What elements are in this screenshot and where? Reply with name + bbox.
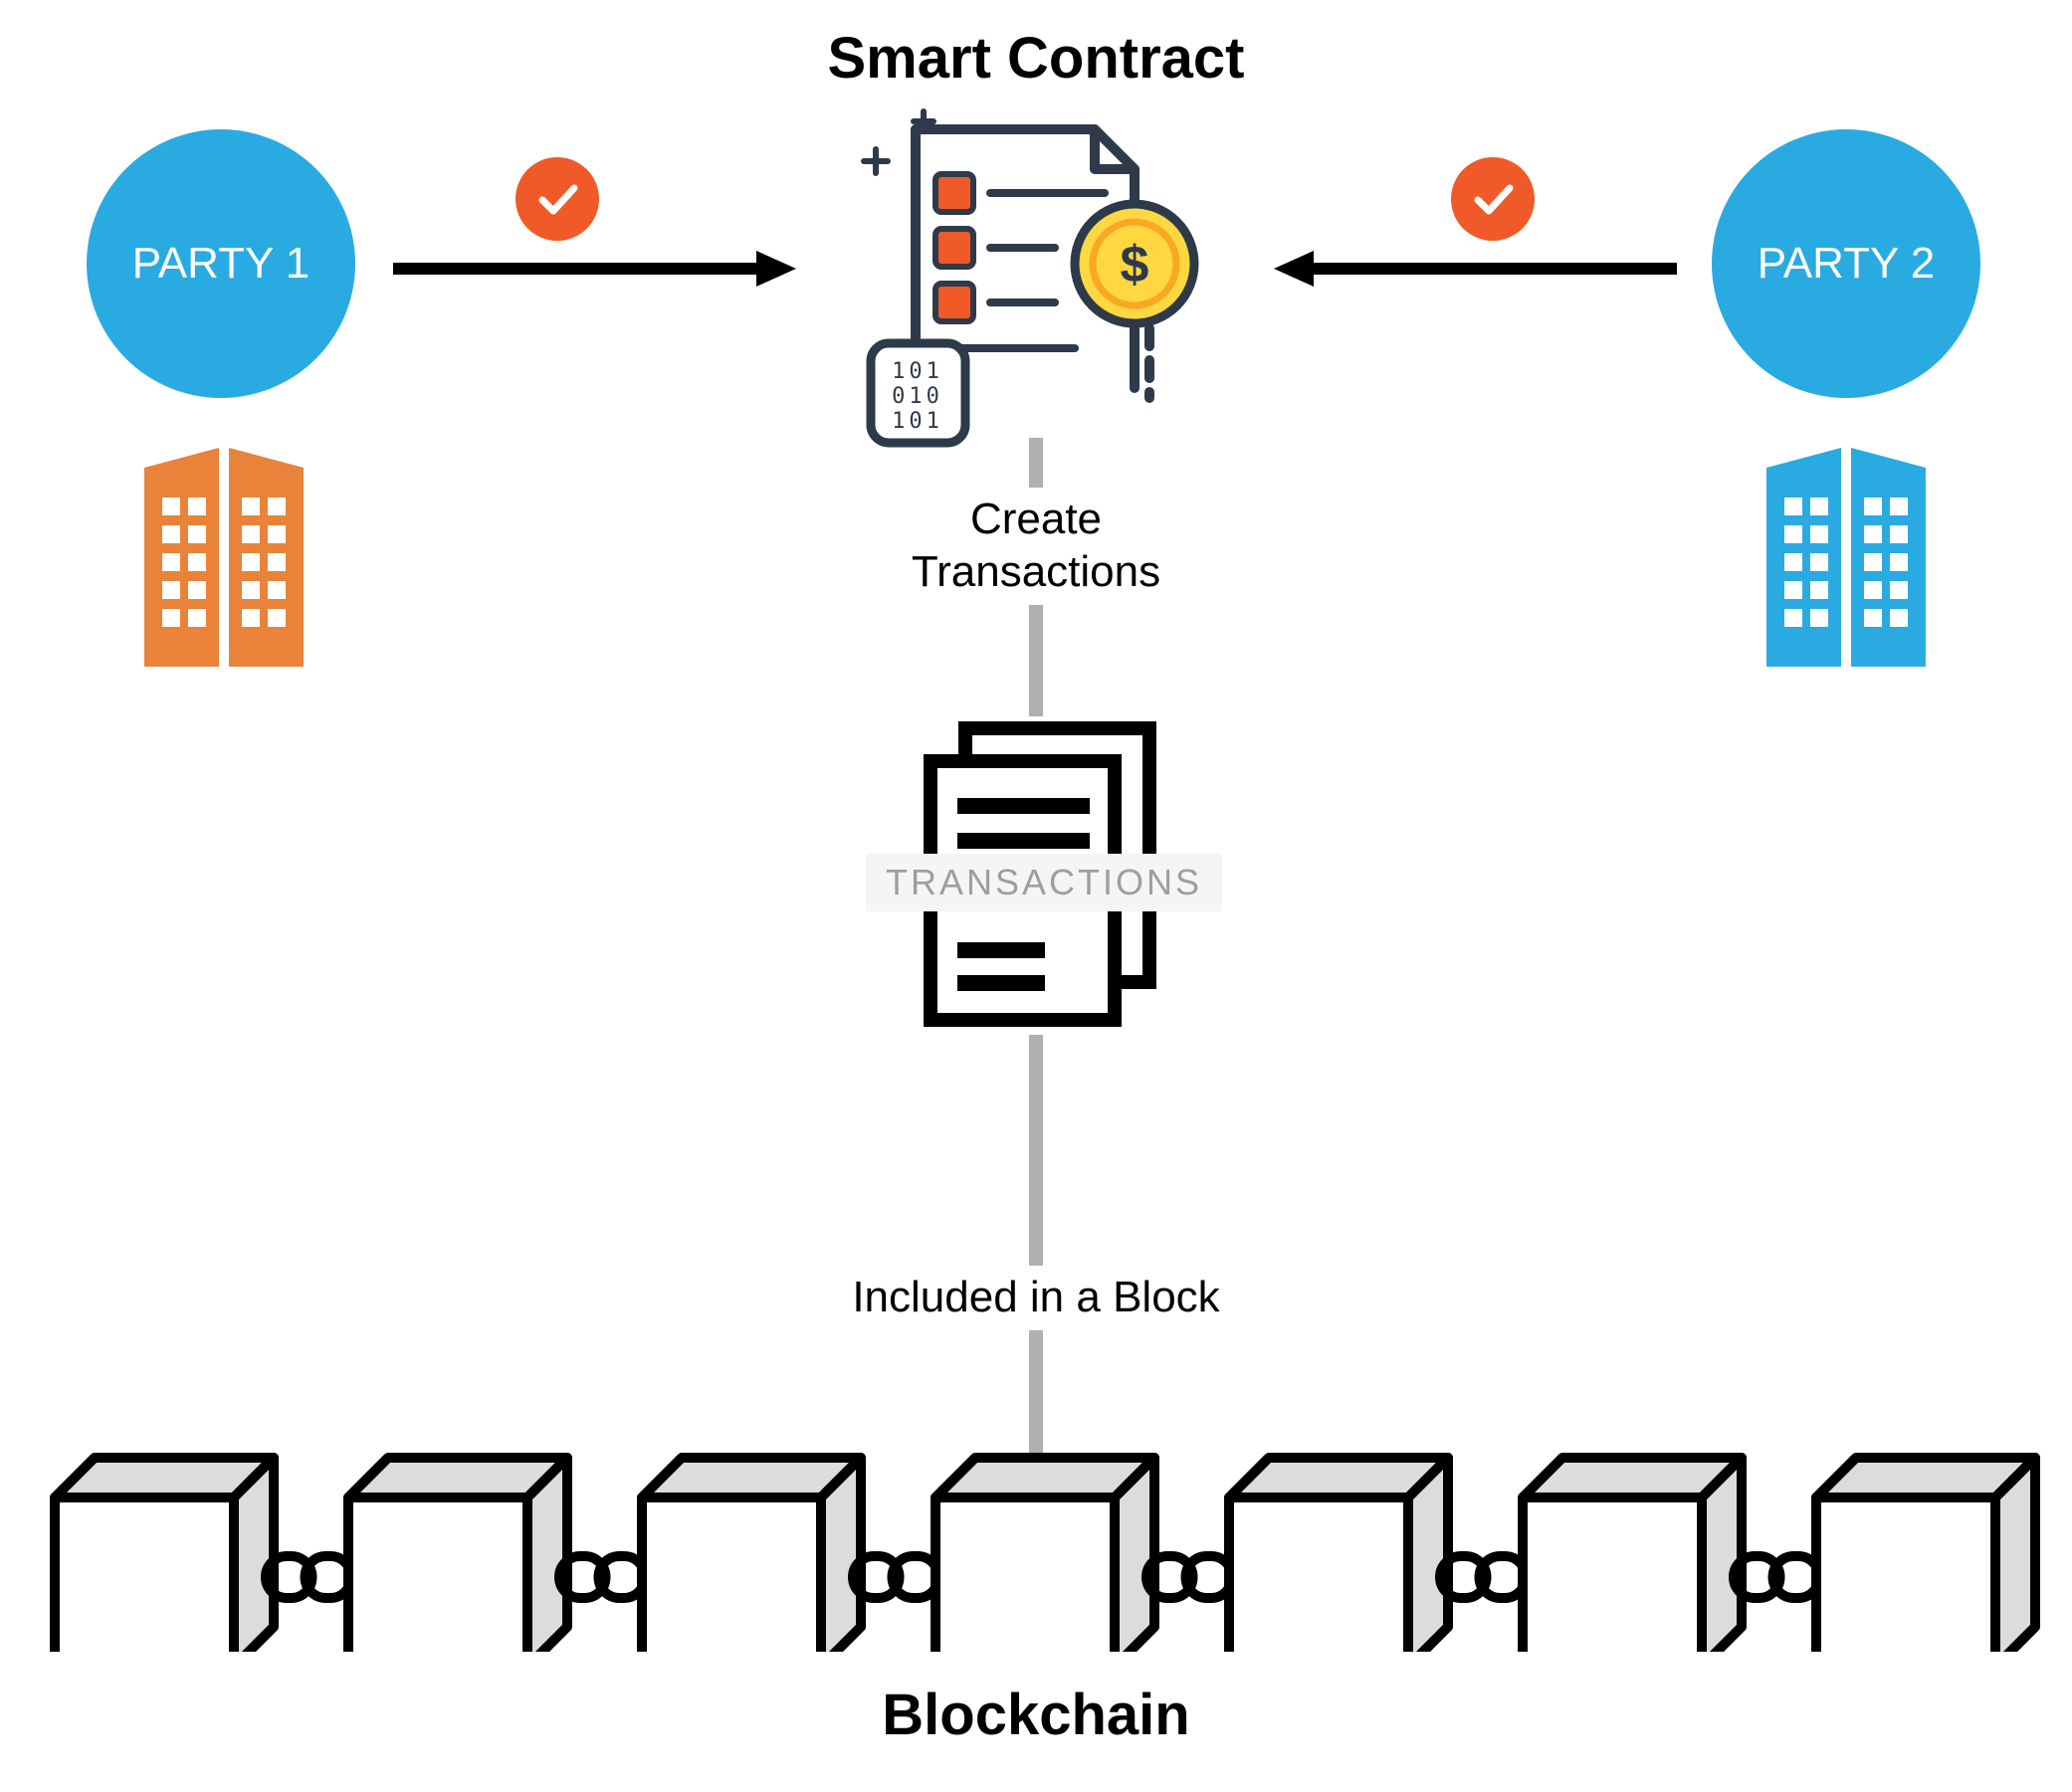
included-in-block-label: Included in a Block (787, 1266, 1285, 1330)
svg-text:101: 101 (892, 409, 943, 434)
transactions-label: TRANSACTIONS (866, 854, 1222, 911)
create-line1: Create (837, 494, 1235, 546)
svg-text:$: $ (1121, 236, 1149, 294)
blockchain-label: Blockchain (0, 1682, 2072, 1748)
party1-circle: PARTY 1 (87, 129, 355, 398)
check-icon-party1 (516, 157, 599, 241)
party2-label: PARTY 2 (1758, 239, 1936, 289)
create-line2: Transactions (837, 546, 1235, 599)
party2-building-icon (1747, 438, 1946, 677)
check-icon-party2 (1451, 157, 1535, 241)
blockchain-row (0, 1423, 2072, 1652)
svg-text:010: 010 (892, 384, 943, 409)
party1-label: PARTY 1 (132, 239, 311, 289)
party2-circle: PARTY 2 (1712, 129, 1980, 398)
page-title: Smart Contract (0, 25, 2072, 92)
smart-contract-icon: $ 101 010 101 (816, 100, 1234, 448)
arrow-party2-to-contract (1264, 239, 1682, 299)
svg-text:101: 101 (892, 359, 943, 384)
party1-building-icon (124, 438, 323, 677)
create-transactions-label: Create Transactions (837, 488, 1235, 605)
arrow-party1-to-contract (388, 239, 806, 299)
